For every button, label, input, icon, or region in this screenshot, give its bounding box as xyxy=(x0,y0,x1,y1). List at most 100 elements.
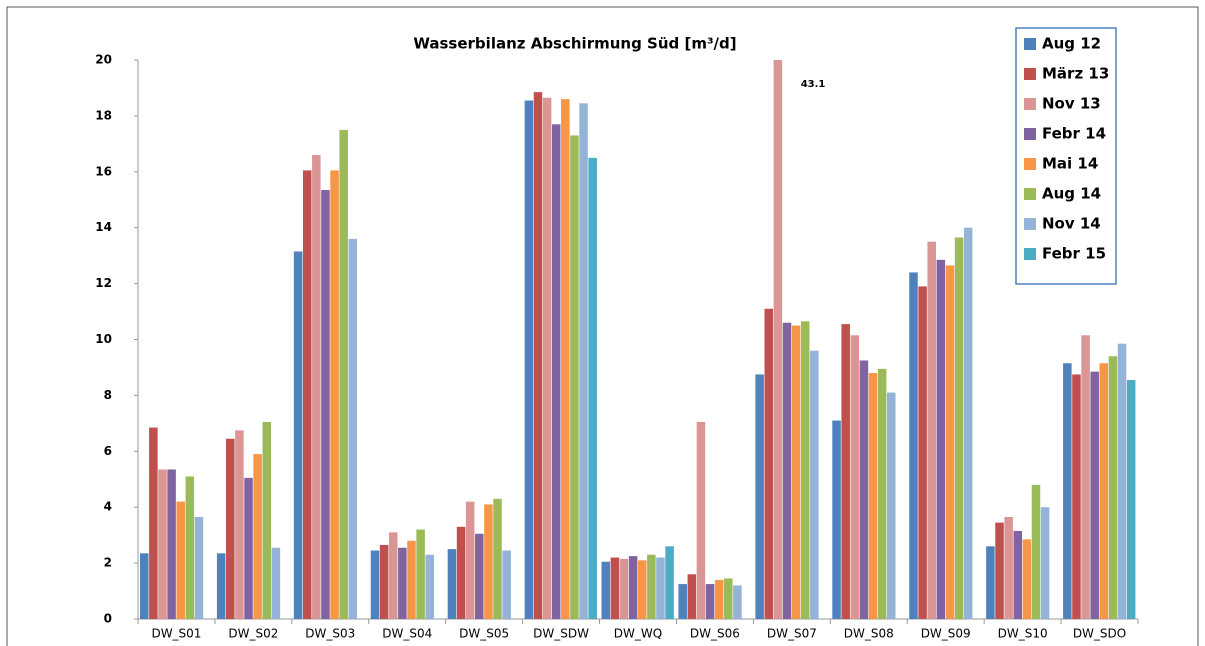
bar xyxy=(253,454,262,619)
bars xyxy=(140,60,1136,620)
y-tick-label: 0 xyxy=(104,612,112,626)
legend-swatch xyxy=(1024,158,1036,170)
x-tick-label: DW_S07 xyxy=(767,627,817,641)
bar xyxy=(1117,343,1127,619)
x-tick-label: DW_S03 xyxy=(305,627,355,641)
bar xyxy=(271,547,281,619)
bar xyxy=(954,237,964,620)
bar xyxy=(1099,363,1109,619)
bar xyxy=(551,124,561,619)
bar xyxy=(656,557,665,619)
legend-label: Mai 14 xyxy=(1042,155,1098,173)
y-tick-label: 14 xyxy=(95,220,112,234)
bar xyxy=(733,585,742,619)
bar xyxy=(158,469,167,619)
bar xyxy=(330,170,339,619)
bar xyxy=(832,420,841,619)
bar xyxy=(638,560,647,619)
legend-swatch xyxy=(1024,128,1036,140)
bar xyxy=(533,92,543,619)
bar xyxy=(918,286,927,619)
data-label: 43.1 xyxy=(801,79,826,90)
bar xyxy=(493,498,502,619)
bar xyxy=(945,265,955,619)
bar xyxy=(887,392,896,619)
legend-label: Nov 13 xyxy=(1042,95,1101,113)
bar xyxy=(149,427,158,619)
bar xyxy=(465,501,475,619)
legend-swatch xyxy=(1024,218,1036,230)
bar xyxy=(1031,484,1041,619)
bar xyxy=(194,516,204,619)
y-tick-label: 4 xyxy=(104,500,112,514)
bar xyxy=(370,550,380,619)
bar xyxy=(610,557,620,619)
x-tick-label: DW_S09 xyxy=(921,627,971,641)
legend-swatch xyxy=(1024,248,1036,260)
x-tick-label: DW_SDO xyxy=(1073,627,1126,641)
bar xyxy=(678,584,687,619)
legend-swatch xyxy=(1024,68,1036,80)
bar xyxy=(339,129,348,619)
bar xyxy=(705,584,715,619)
x-tick-label: DW_S08 xyxy=(844,627,894,641)
bar xyxy=(936,259,946,619)
bar xyxy=(1022,539,1032,619)
legend-label: Aug 12 xyxy=(1042,35,1101,53)
bar xyxy=(877,368,887,619)
bar xyxy=(176,501,185,619)
bar xyxy=(588,157,597,619)
y-tick-label: 18 xyxy=(95,108,112,122)
bar xyxy=(398,547,407,619)
bar xyxy=(619,558,629,619)
bar xyxy=(389,532,398,619)
bar xyxy=(312,155,321,619)
bar xyxy=(986,546,995,619)
bar xyxy=(800,321,810,619)
bar xyxy=(216,553,226,619)
bar xyxy=(1090,371,1099,619)
legend-swatch xyxy=(1024,98,1036,110)
bar xyxy=(850,335,860,619)
bar xyxy=(859,360,869,619)
bar xyxy=(379,544,389,619)
frame xyxy=(6,6,1199,646)
legend-label: März 13 xyxy=(1042,65,1109,83)
bar xyxy=(687,574,697,619)
bar xyxy=(561,99,570,619)
bar xyxy=(995,522,1004,619)
x-tick-label: DW_S05 xyxy=(459,627,509,641)
x-tick-label: DW_S06 xyxy=(690,627,740,641)
bar xyxy=(773,60,783,619)
y-tick-label: 12 xyxy=(95,276,112,290)
x-tick-label: DW_S02 xyxy=(228,627,278,641)
x-tick-label: DW_SDW xyxy=(533,627,589,641)
bar xyxy=(425,554,434,619)
bar xyxy=(1063,363,1072,619)
bar xyxy=(542,97,552,620)
bar xyxy=(714,579,724,619)
bar xyxy=(810,350,819,619)
bar xyxy=(696,421,706,619)
bar xyxy=(1072,374,1081,619)
bar xyxy=(1081,335,1090,619)
bar xyxy=(226,438,235,619)
bar xyxy=(262,421,272,619)
y-tick-label: 16 xyxy=(95,164,112,178)
bar xyxy=(570,135,579,619)
bar xyxy=(963,227,973,619)
bar xyxy=(1040,507,1050,619)
bar xyxy=(167,469,176,619)
bar xyxy=(244,477,253,619)
bar xyxy=(348,238,358,619)
bar xyxy=(524,100,534,620)
bar xyxy=(665,546,674,619)
bar xyxy=(782,322,792,619)
legend-swatch xyxy=(1024,38,1036,50)
bar xyxy=(764,308,774,619)
bar xyxy=(791,325,801,619)
bar xyxy=(185,476,195,619)
bar xyxy=(868,373,878,619)
bar xyxy=(601,561,611,619)
